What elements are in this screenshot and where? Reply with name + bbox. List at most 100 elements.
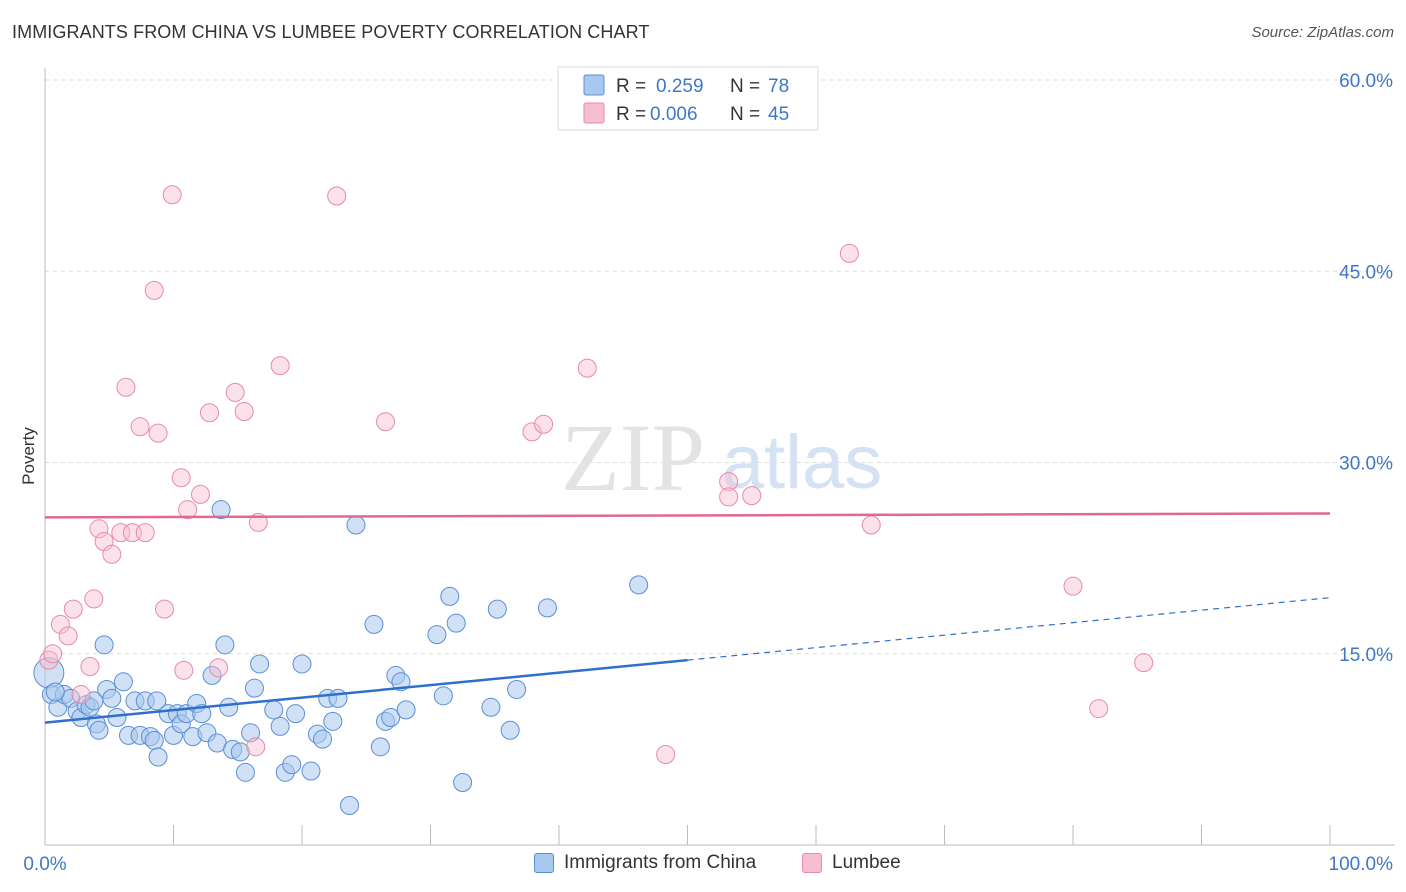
china-point-40 [230, 742, 250, 762]
legend-item-lumbee[interactable]: Lumbee [802, 852, 901, 874]
china-point-11 [89, 720, 109, 740]
lumbee-point-23 [190, 484, 210, 504]
lumbee-point-17 [148, 423, 168, 443]
legend-label-lumbee: Lumbee [832, 852, 901, 873]
lumbee-point-43 [1089, 699, 1109, 719]
china-point-51 [301, 761, 321, 781]
legend-n-label-china: N = [730, 76, 760, 97]
china-point-22 [144, 730, 164, 750]
lumbee-point-2 [50, 614, 70, 634]
legend-item-china[interactable]: Immigrants from China [534, 852, 756, 874]
lumbee-point-15 [135, 523, 155, 543]
legend-n-value-lumbee: 45 [768, 104, 789, 125]
lumbee-point-6 [80, 657, 100, 676]
lumbee-point-26 [225, 382, 245, 402]
lumbee-point-16 [144, 280, 164, 300]
lumbee-point-20 [171, 468, 191, 488]
china-point-57 [340, 795, 360, 815]
lumbee-point-4 [63, 599, 83, 619]
china-point-56 [328, 688, 348, 708]
chart-title: IMMIGRANTS FROM CHINA VS LUMBEE POVERTY … [12, 22, 650, 42]
china-point-34 [202, 665, 222, 685]
trendline-china [44, 658, 688, 724]
china-point-12 [94, 635, 114, 655]
lumbee-point-27 [234, 402, 254, 421]
china-point-58 [346, 515, 366, 535]
watermark-zip: ZIP [561, 404, 705, 511]
china-point-15 [107, 708, 127, 727]
china-point-77 [45, 682, 65, 702]
lumbee-point-37 [719, 472, 739, 492]
china-point-62 [381, 708, 401, 727]
china-point-44 [250, 654, 270, 674]
y-tick-label-3: 60.0% [1339, 71, 1393, 92]
china-point-65 [396, 700, 416, 720]
watermark-atlas: atlas [722, 420, 883, 505]
china-point-36 [211, 500, 231, 520]
lumbee-point-31 [327, 186, 347, 206]
lumbee-point-10 [102, 544, 122, 564]
lumbee-point-40 [839, 243, 859, 263]
legend-box: R = 0.259 N = 78 R = 0.006 N = 45 [557, 66, 819, 131]
china-point-50 [292, 654, 312, 674]
y-axis-label: Poverty [19, 427, 38, 485]
china-point-66 [427, 625, 447, 645]
china-point-68 [440, 586, 460, 606]
lumbee-point-21 [174, 660, 194, 680]
china-point-60 [370, 737, 390, 757]
y-tick-label-1: 30.0% [1339, 454, 1393, 475]
lumbee-point-39 [742, 486, 762, 506]
china-point-53 [313, 729, 333, 749]
lumbee-point-12 [116, 377, 136, 397]
y-tick-labels: 15.0% 30.0% 45.0% 60.0% [1339, 71, 1393, 666]
legend-r-value-lumbee: 0.006 [650, 104, 698, 125]
lumbee-point-30 [270, 356, 290, 376]
china-point-59 [364, 614, 384, 634]
china-point-46 [270, 716, 290, 736]
china-point-48 [282, 755, 302, 775]
lumbee-point-7 [84, 589, 104, 609]
china-point-76 [629, 575, 649, 595]
china-point-45 [264, 700, 284, 720]
lumbee-point-1 [43, 644, 63, 664]
series-lumbee [39, 185, 1154, 764]
china-point-41 [235, 762, 255, 782]
lumbee-point-8 [89, 519, 109, 539]
lumbee-point-3 [58, 626, 78, 646]
legend-r-label-lumbee: R = [616, 104, 646, 125]
legend-swatch-lumbee [583, 102, 605, 124]
x-tick-labels: 0.0% 100.0% [23, 854, 1393, 875]
legend-swatch-china [583, 74, 605, 96]
trend-lines [44, 512, 1331, 724]
china-point-42 [241, 723, 261, 743]
trendline-lumbee [44, 512, 1331, 519]
lumbee-point-25 [208, 658, 228, 678]
watermark: ZIP atlas [561, 404, 882, 511]
chart-source: Source: ZipAtlas.com [1251, 24, 1394, 41]
china-point-75 [537, 598, 557, 618]
legend-n-label-lumbee: N = [730, 104, 760, 125]
lumbee-point-35 [577, 358, 597, 378]
china-point-23 [148, 747, 168, 767]
lumbee-point-42 [1063, 576, 1083, 596]
lumbee-point-19 [162, 185, 182, 205]
china-point-38 [219, 697, 239, 717]
series-immigrants-from-china [33, 500, 649, 815]
china-point-69 [446, 613, 466, 633]
lumbee-point-36 [656, 744, 676, 764]
trendline-china-extension [687, 597, 1331, 661]
china-point-72 [487, 599, 507, 619]
x-tick-label-1: 100.0% [1329, 854, 1394, 875]
china-point-73 [500, 720, 520, 740]
lumbee-point-14 [130, 417, 150, 437]
y-tick-label-0: 15.0% [1339, 645, 1393, 666]
lumbee-point-22 [178, 500, 198, 520]
x-tick-label-0: 0.0% [23, 854, 66, 875]
china-point-37 [215, 635, 235, 655]
grid-lines [45, 79, 1395, 655]
lumbee-point-24 [199, 403, 219, 423]
china-point-71 [481, 697, 501, 717]
legend-n-value-china: 78 [768, 76, 789, 97]
lumbee-point-38 [719, 487, 739, 507]
